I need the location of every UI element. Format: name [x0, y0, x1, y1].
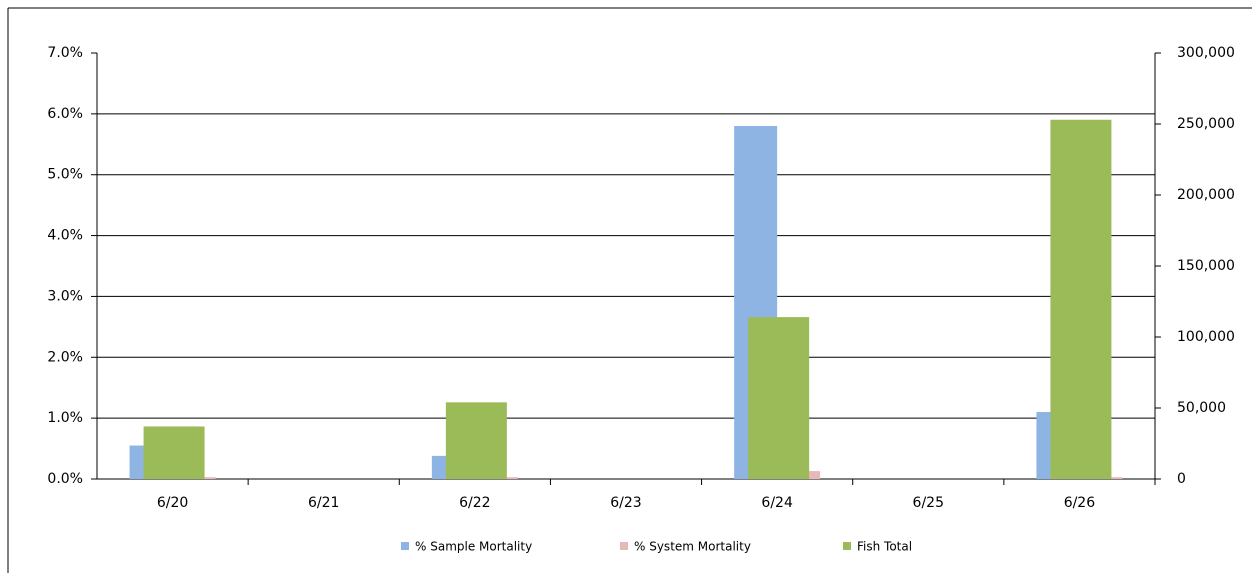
y-tick-label: 0.0%: [47, 471, 83, 487]
y-tick-label: 1.0%: [47, 410, 83, 426]
y-tick-label: 4.0%: [47, 228, 83, 244]
x-tick-label: 6/24: [761, 495, 793, 511]
legend-swatch: [620, 542, 628, 550]
y-tick-label: 7.0%: [47, 45, 83, 61]
legend-swatch: [843, 542, 851, 550]
x-tick-label: 6/21: [308, 495, 339, 511]
y2-tick-label: 300,000: [1177, 45, 1235, 61]
legend-swatch: [401, 542, 409, 550]
y-tick-label: 5.0%: [47, 167, 83, 183]
legend-label: Fish Total: [857, 540, 912, 554]
bar: [445, 402, 507, 479]
legend-label: % System Mortality: [634, 540, 751, 554]
y2-tick-label: 0: [1177, 471, 1186, 487]
x-tick-label: 6/25: [913, 495, 944, 511]
x-tick-label: 6/26: [1064, 495, 1096, 511]
y2-tick-label: 200,000: [1177, 187, 1235, 203]
y2-tick-label: 250,000: [1177, 116, 1235, 132]
legend: % Sample Mortality % System Mortality Fish…: [401, 540, 912, 554]
y2-tick-label: 150,000: [1177, 258, 1235, 274]
y2-tick-label: 100,000: [1177, 329, 1235, 345]
y2-tick-label: 50,000: [1177, 400, 1226, 416]
y-tick-label: 6.0%: [47, 106, 83, 122]
x-tick-label: 6/22: [459, 495, 490, 511]
x-tick-label: 6/20: [157, 495, 188, 511]
bar: [143, 426, 205, 479]
y-tick-label: 3.0%: [47, 288, 83, 304]
y-tick-label: 2.0%: [47, 349, 83, 365]
legend-label: % Sample Mortality: [415, 540, 532, 554]
bar: [1050, 119, 1112, 480]
x-tick-label: 6/23: [610, 495, 641, 511]
bar: [748, 317, 810, 479]
